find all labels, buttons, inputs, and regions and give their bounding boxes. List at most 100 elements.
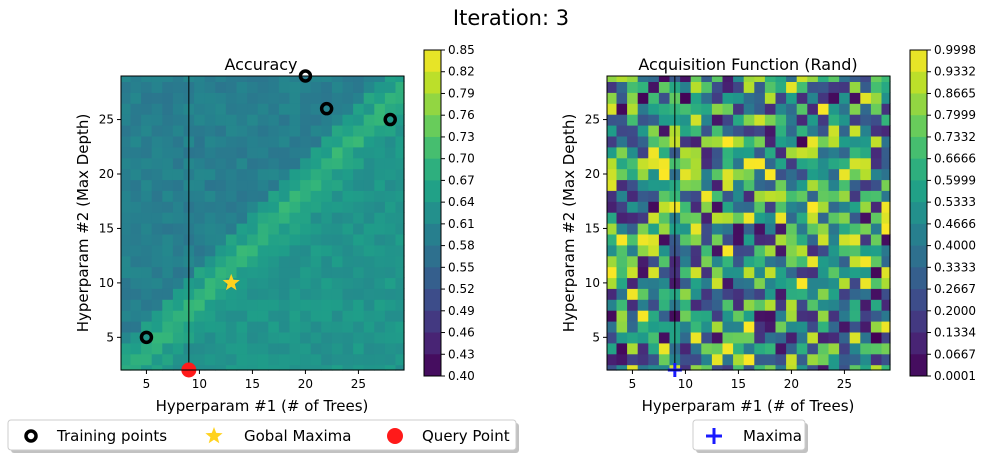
heatmap-cell bbox=[162, 353, 174, 366]
heatmap-cell bbox=[733, 201, 745, 213]
heatmap-cell bbox=[711, 244, 724, 257]
heatmap-cell bbox=[268, 321, 280, 333]
heatmap-cell bbox=[300, 135, 312, 148]
heatmap-cell bbox=[690, 103, 702, 115]
heatmap-cell bbox=[849, 299, 861, 311]
heatmap-cell bbox=[130, 223, 142, 235]
heatmap-cell bbox=[607, 212, 618, 224]
colorbar-frame bbox=[909, 49, 928, 377]
heatmap-cell bbox=[162, 364, 174, 371]
heatmap-cell bbox=[247, 266, 259, 279]
heatmap-cell bbox=[754, 255, 766, 268]
heatmap-cell bbox=[627, 201, 639, 213]
heatmap-cell bbox=[881, 299, 891, 311]
heatmap-cell bbox=[278, 233, 291, 246]
heatmap-cell bbox=[300, 310, 312, 322]
heatmap-cell bbox=[658, 233, 671, 246]
heatmap-cell bbox=[268, 179, 280, 191]
heatmap-cell bbox=[130, 331, 142, 344]
heatmap-cell bbox=[384, 135, 397, 148]
heatmap-cell bbox=[817, 255, 830, 268]
heatmap-cell bbox=[817, 212, 830, 224]
heatmap-cell bbox=[268, 103, 280, 115]
heatmap-cell bbox=[860, 201, 872, 213]
heatmap-cell bbox=[828, 233, 840, 246]
heatmap-cell bbox=[363, 299, 375, 311]
heatmap-cell bbox=[881, 321, 891, 333]
heatmap-cell bbox=[215, 212, 227, 224]
heatmap-cell bbox=[374, 321, 386, 333]
heatmap-cell bbox=[300, 244, 312, 257]
heatmap-cell bbox=[796, 277, 808, 289]
heatmap-cell bbox=[257, 212, 269, 224]
heatmap-cell bbox=[321, 168, 333, 181]
heatmap-cell bbox=[690, 331, 702, 344]
heatmap-cell bbox=[331, 310, 344, 322]
heatmap-cell bbox=[268, 233, 280, 246]
heatmap-cell bbox=[607, 255, 618, 268]
heatmap-cell bbox=[374, 244, 386, 257]
heatmap-cell bbox=[331, 157, 344, 170]
heatmap-cell bbox=[374, 266, 386, 279]
heatmap-cell bbox=[225, 342, 238, 355]
heatmap-cell bbox=[849, 331, 861, 344]
heatmap-cell bbox=[331, 114, 344, 126]
heatmap-cell bbox=[786, 364, 798, 371]
heatmap-cell bbox=[881, 76, 891, 82]
heatmap-cell bbox=[395, 92, 405, 104]
heatmap-cell bbox=[300, 168, 312, 181]
heatmap-cell bbox=[711, 201, 724, 213]
heatmap-cell bbox=[300, 179, 312, 191]
heatmap-cell bbox=[141, 364, 153, 371]
heatmap-cell bbox=[384, 353, 397, 366]
heatmap-cell bbox=[374, 299, 386, 311]
heatmap-cell bbox=[711, 299, 724, 311]
heatmap-cell bbox=[764, 146, 777, 159]
heatmap-cell bbox=[353, 255, 365, 268]
heatmap-cell bbox=[268, 353, 280, 366]
heatmap-cell bbox=[786, 233, 798, 246]
heatmap-cell bbox=[839, 310, 851, 322]
heatmap-cell bbox=[310, 168, 322, 181]
heatmap-cell bbox=[786, 92, 798, 104]
heatmap-cell bbox=[607, 81, 618, 93]
heatmap-cell bbox=[353, 331, 365, 344]
heatmap-cell bbox=[839, 135, 851, 148]
heatmap-cell bbox=[342, 342, 354, 355]
heatmap-cell bbox=[722, 353, 734, 366]
legend-right-frame bbox=[692, 419, 806, 451]
heatmap-cell bbox=[817, 103, 830, 115]
colorbar-tick-label: 0.64 bbox=[448, 195, 475, 209]
heatmap-cell bbox=[616, 92, 628, 104]
heatmap-cell bbox=[215, 266, 227, 279]
heatmap-cell bbox=[607, 353, 618, 366]
heatmap-cell bbox=[701, 244, 713, 257]
heatmap-cell bbox=[257, 233, 269, 246]
heatmap-cell bbox=[722, 266, 734, 279]
heatmap-cell bbox=[374, 277, 386, 289]
heatmap-cell bbox=[616, 179, 628, 191]
heatmap-cell bbox=[363, 157, 375, 170]
heatmap-cell bbox=[607, 331, 618, 344]
heatmap-cell bbox=[828, 342, 840, 355]
training-point bbox=[383, 112, 397, 127]
heatmap-cell bbox=[310, 310, 322, 322]
heatmap-cell bbox=[151, 81, 163, 93]
heatmap-cell bbox=[764, 233, 777, 246]
heatmap-cell bbox=[395, 310, 405, 322]
heatmap-cell bbox=[817, 223, 830, 235]
heatmap-cell bbox=[627, 223, 639, 235]
heatmap-cell bbox=[384, 255, 397, 268]
heatmap-cell bbox=[754, 288, 766, 300]
heatmap-cell bbox=[786, 223, 798, 235]
heatmap-cell bbox=[247, 288, 259, 300]
heatmap-cell bbox=[881, 114, 891, 126]
heatmap-cell bbox=[342, 212, 354, 224]
heatmap-cell bbox=[342, 364, 354, 371]
heatmap-cell bbox=[130, 244, 142, 257]
heatmap-cell bbox=[881, 223, 891, 235]
heatmap-cell bbox=[321, 146, 333, 159]
heatmap-cell bbox=[121, 244, 132, 257]
heatmap-cell bbox=[121, 146, 132, 159]
heatmap-cell bbox=[321, 277, 333, 289]
